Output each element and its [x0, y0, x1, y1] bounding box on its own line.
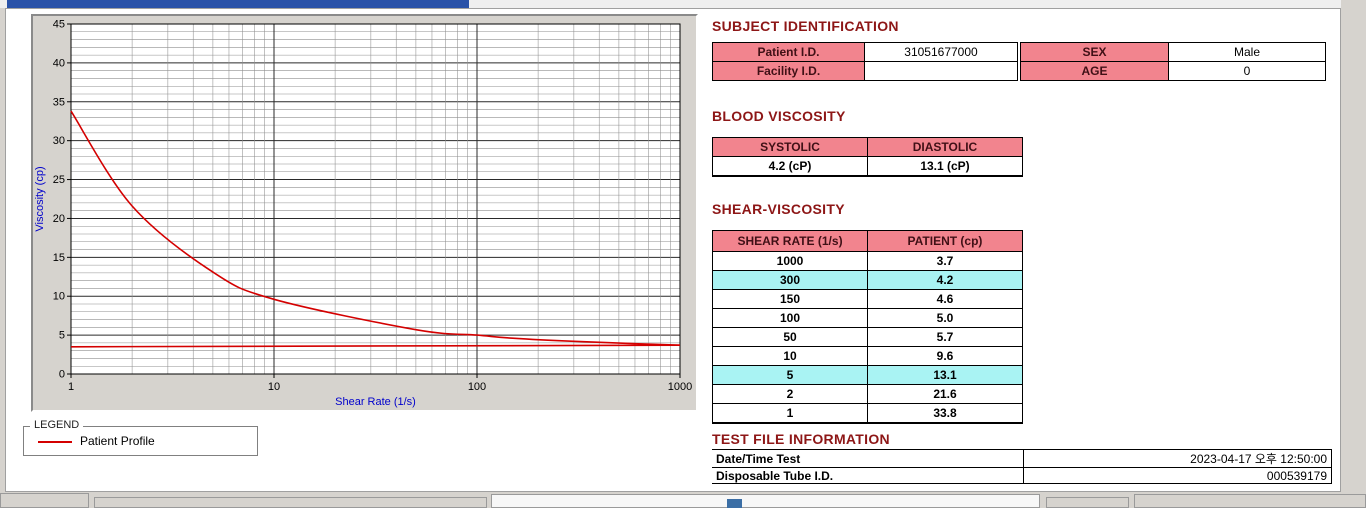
svg-text:40: 40	[53, 57, 65, 69]
patient-value-cell: 5.7	[867, 327, 1023, 347]
systolic-value: 4.2 (cP)	[712, 156, 868, 177]
shear-rate-cell: 5	[712, 365, 868, 385]
test-file-information-title: TEST FILE INFORMATION	[712, 431, 890, 447]
svg-text:25: 25	[53, 174, 65, 186]
facility-id-value	[864, 61, 1018, 81]
window-title-bar-fragment[interactable]	[7, 0, 469, 8]
taskbar-window-fragment[interactable]	[491, 494, 1040, 508]
table-row: AGE 0	[1020, 61, 1326, 81]
table-row: Disposable Tube I.D. 000539179	[712, 467, 1332, 484]
patient-cp-header: PATIENT (cp)	[867, 230, 1023, 252]
shear-rate-cell: 300	[712, 270, 868, 290]
svg-text:45: 45	[53, 19, 65, 31]
age-label: AGE	[1020, 61, 1169, 81]
table-row: 50 5.7	[712, 327, 1023, 347]
svg-text:10: 10	[268, 381, 280, 393]
patient-value-cell: 13.1	[867, 365, 1023, 385]
patient-value-cell: 4.2	[867, 270, 1023, 290]
patient-profile-line-swatch	[38, 441, 72, 443]
sex-value: Male	[1168, 42, 1326, 62]
taskbar-window-fragment[interactable]	[1046, 497, 1129, 508]
test-file-table: Date/Time Test 2023-04-17 오후 12:50:00 Di…	[712, 449, 1332, 484]
diastolic-value: 13.1 (cP)	[867, 156, 1023, 177]
svg-text:Shear Rate (1/s): Shear Rate (1/s)	[335, 396, 416, 408]
subject-identification-title: SUBJECT IDENTIFICATION	[712, 18, 899, 34]
table-row: Date/Time Test 2023-04-17 오후 12:50:00	[712, 449, 1332, 468]
table-row: 2 21.6	[712, 384, 1023, 404]
patient-value-cell: 21.6	[867, 384, 1023, 404]
svg-text:5: 5	[59, 330, 65, 342]
svg-text:35: 35	[53, 96, 65, 108]
disposable-tube-id-label: Disposable Tube I.D.	[712, 467, 1023, 484]
systolic-header: SYSTOLIC	[712, 137, 868, 157]
svg-text:15: 15	[53, 252, 65, 264]
blood-viscosity-title: BLOOD VISCOSITY	[712, 108, 846, 124]
shear-rate-cell: 1	[712, 403, 868, 424]
shear-viscosity-title: SHEAR-VISCOSITY	[712, 201, 845, 217]
top-edge-strip	[0, 0, 1341, 8]
patient-value-cell: 33.8	[867, 403, 1023, 424]
table-row: Patient I.D. 31051677000	[712, 42, 1018, 62]
viscosity-chart: 0 5 10 15 20 25 30 35 40 45 1 10 100 1000 Shear Rate (…	[34, 19, 692, 409]
age-value: 0	[1168, 61, 1326, 81]
svg-text:20: 20	[53, 213, 65, 225]
svg-text:1000: 1000	[668, 381, 692, 393]
taskbar-window-fragment[interactable]	[0, 493, 89, 508]
shear-rate-cell: 150	[712, 289, 868, 309]
shear-rate-cell: 50	[712, 327, 868, 347]
shear-rate-cell: 1000	[712, 251, 868, 271]
date-time-test-label: Date/Time Test	[712, 449, 1023, 468]
table-row: 1000 3.7	[712, 251, 1023, 271]
report-panel: 0 5 10 15 20 25 30 35 40 45 1 10 100 1000 Shear Rate (…	[5, 8, 1341, 492]
shear-rate-cell: 10	[712, 346, 868, 366]
table-row: 100 5.0	[712, 308, 1023, 328]
shear-rate-header: SHEAR RATE (1/s)	[712, 230, 868, 252]
taskbar-window-fragment[interactable]	[1134, 494, 1366, 508]
patient-value-cell: 3.7	[867, 251, 1023, 271]
blood-viscosity-table: SYSTOLIC DIASTOLIC 4.2 (cP) 13.1 (cP)	[712, 137, 1023, 177]
table-row: 1 33.8	[712, 403, 1023, 424]
table-row: SEX Male	[1020, 42, 1326, 62]
legend-box: LEGEND Patient Profile	[23, 419, 258, 456]
patient-value-cell: 4.6	[867, 289, 1023, 309]
table-row: 4.2 (cP) 13.1 (cP)	[712, 156, 1023, 177]
legend-title: LEGEND	[30, 419, 84, 431]
taskbar-window-fragment[interactable]	[94, 497, 487, 508]
svg-text:100: 100	[468, 381, 486, 393]
patient-id-value: 31051677000	[864, 42, 1018, 62]
table-row: 300 4.2	[712, 270, 1023, 290]
svg-text:1: 1	[68, 381, 74, 393]
diastolic-header: DIASTOLIC	[867, 137, 1023, 157]
table-row: SYSTOLIC DIASTOLIC	[712, 137, 1023, 157]
legend-entry-label: Patient Profile	[80, 434, 155, 448]
table-row: 5 13.1	[712, 365, 1023, 385]
facility-id-label: Facility I.D.	[712, 61, 865, 81]
sex-label: SEX	[1020, 42, 1169, 62]
svg-text:30: 30	[53, 135, 65, 147]
svg-text:10: 10	[53, 291, 65, 303]
patient-value-cell: 9.6	[867, 346, 1023, 366]
subject-identification-table: Patient I.D. 31051677000 Facility I.D. S…	[712, 42, 1326, 81]
date-time-test-value: 2023-04-17 오후 12:50:00	[1022, 449, 1332, 468]
patient-value-cell: 5.0	[867, 308, 1023, 328]
table-row: Facility I.D.	[712, 61, 1018, 81]
table-row: 150 4.6	[712, 289, 1023, 309]
table-row: 10 9.6	[712, 346, 1023, 366]
svg-text:0: 0	[59, 369, 65, 381]
shear-rate-cell: 100	[712, 308, 868, 328]
viscosity-chart-panel: 0 5 10 15 20 25 30 35 40 45 1 10 100 1000 Shear Rate (…	[31, 14, 698, 412]
table-header-row: SHEAR RATE (1/s) PATIENT (cp)	[712, 230, 1023, 252]
patient-id-label: Patient I.D.	[712, 42, 865, 62]
taskbar-icon-fragment[interactable]	[727, 499, 742, 508]
disposable-tube-id-value: 000539179	[1022, 467, 1332, 484]
subject-left-table: Patient I.D. 31051677000 Facility I.D.	[712, 42, 1018, 81]
svg-text:Viscosity (cp): Viscosity (cp)	[34, 166, 46, 231]
shear-rate-cell: 2	[712, 384, 868, 404]
shear-viscosity-table: SHEAR RATE (1/s) PATIENT (cp) 1000 3.7 3…	[712, 230, 1023, 424]
subject-right-table: SEX Male AGE 0	[1020, 42, 1326, 81]
